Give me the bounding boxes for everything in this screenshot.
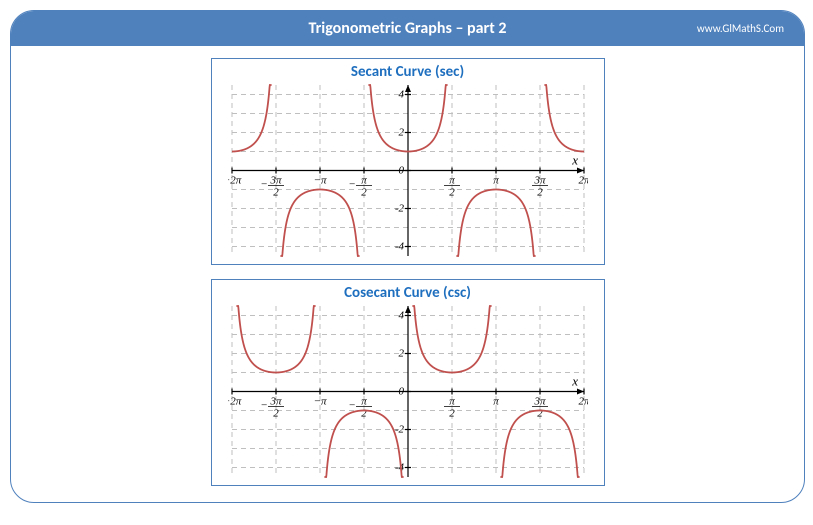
card-header: Trigonometric Graphs – part 2 www.GlMath… [11, 11, 804, 46]
svg-text:2: 2 [537, 408, 543, 420]
svg-text:3π: 3π [533, 175, 546, 187]
cosecant-chart-title: Cosecant Curve (csc) [218, 284, 598, 302]
svg-text:3π: 3π [269, 175, 282, 187]
svg-text:2π: 2π [578, 175, 588, 187]
svg-text:4: 4 [398, 89, 404, 101]
svg-text:0: 0 [398, 165, 404, 177]
secant-chart-box: Secant Curve (sec) -4-2024−2π−3π2−π−π2π2… [211, 58, 605, 265]
secant-chart-title: Secant Curve (sec) [218, 63, 598, 81]
svg-text:π: π [449, 175, 455, 187]
cosecant-chart-box: Cosecant Curve (csc) -4-2024−2π−3π2−π−π2… [211, 279, 605, 486]
svg-text:−: − [260, 400, 267, 412]
svg-text:−: − [260, 179, 267, 191]
svg-text:π: π [449, 396, 455, 408]
svg-text:2: 2 [398, 127, 404, 139]
svg-text:2: 2 [398, 348, 404, 360]
svg-text:4: 4 [398, 310, 404, 322]
svg-text:2π: 2π [578, 396, 588, 408]
svg-text:π: π [493, 175, 499, 187]
svg-text:x: x [571, 153, 578, 168]
svg-text:0: 0 [398, 386, 404, 398]
page-title: Trigonometric Graphs – part 2 [308, 19, 506, 38]
svg-text:2: 2 [273, 187, 279, 199]
svg-text:2: 2 [449, 408, 455, 420]
svg-text:−2π: −2π [228, 175, 242, 187]
svg-text:−2π: −2π [228, 396, 242, 408]
svg-text:π: π [361, 396, 367, 408]
svg-text:2: 2 [449, 187, 455, 199]
svg-text:−π: −π [313, 396, 326, 408]
svg-text:3π: 3π [269, 396, 282, 408]
svg-text:2: 2 [361, 187, 367, 199]
svg-text:3π: 3π [533, 396, 546, 408]
svg-text:x: x [571, 374, 578, 389]
secant-plot: -4-2024−2π−3π2−π−π2π2π3π22πx [228, 83, 588, 258]
card-body: Secant Curve (sec) -4-2024−2π−3π2−π−π2π2… [11, 46, 804, 502]
svg-text:π: π [493, 396, 499, 408]
svg-text:2: 2 [537, 187, 543, 199]
svg-text:-2: -2 [394, 203, 404, 215]
svg-text:2: 2 [361, 408, 367, 420]
svg-text:-2: -2 [394, 424, 404, 436]
site-url: www.GlMathS.Com [697, 22, 784, 35]
svg-text:π: π [361, 175, 367, 187]
svg-text:−π: −π [313, 175, 326, 187]
svg-text:-4: -4 [394, 241, 404, 253]
info-card: Trigonometric Graphs – part 2 www.GlMath… [10, 10, 805, 503]
svg-text:2: 2 [273, 408, 279, 420]
svg-text:−: − [348, 179, 355, 191]
cosecant-plot: -4-2024−2π−3π2−π−π2π2π3π22πx [228, 304, 588, 479]
svg-text:−: − [348, 400, 355, 412]
